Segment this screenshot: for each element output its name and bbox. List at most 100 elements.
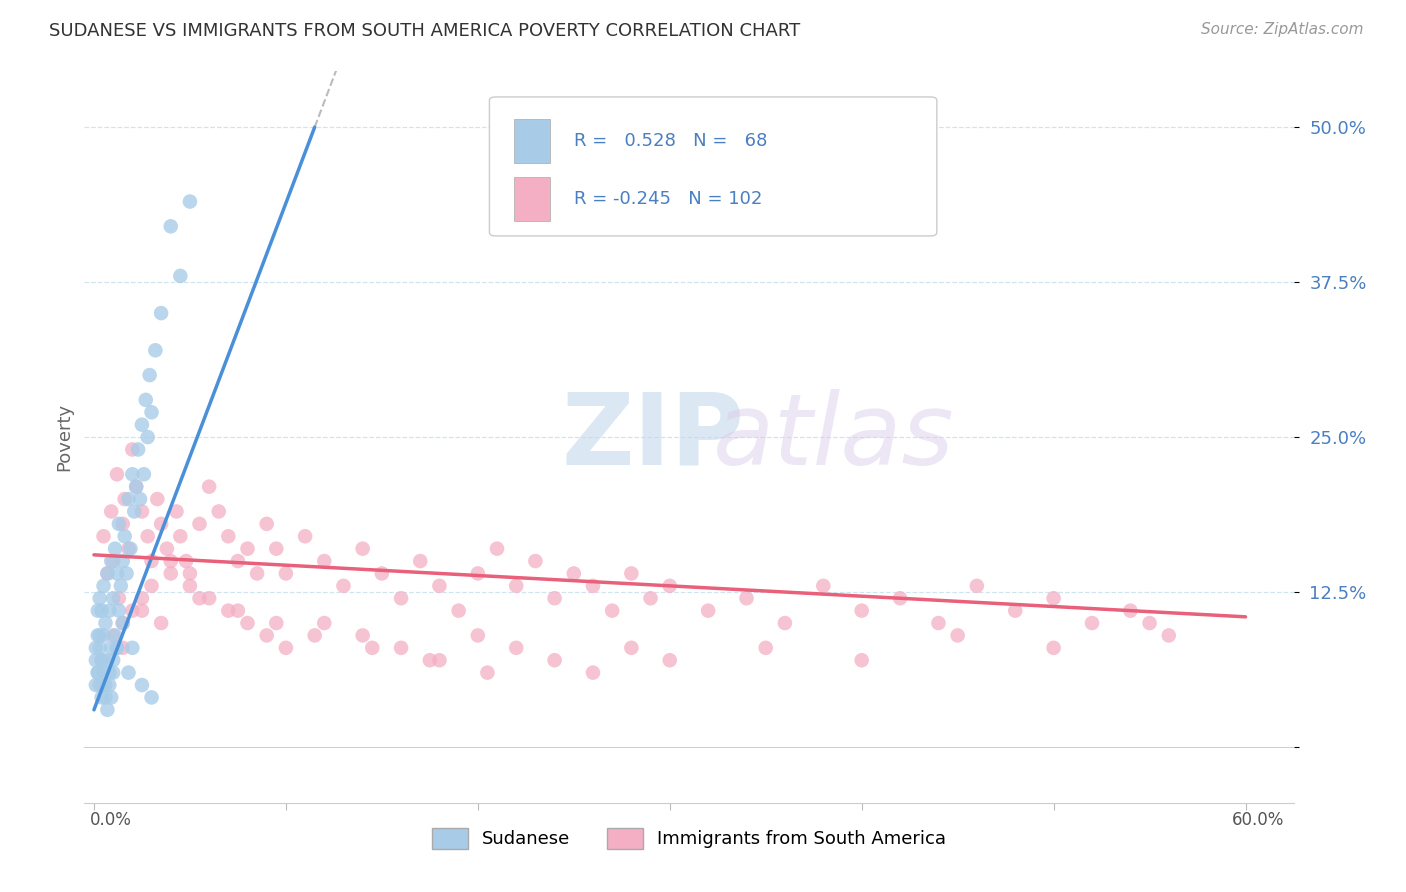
Point — [174, 554, 197, 568]
Point — [100, 690, 122, 705]
Point — [136, 430, 159, 444]
Point — [131, 678, 153, 692]
Point — [94, 615, 117, 630]
Point — [889, 591, 911, 606]
Point — [217, 604, 239, 618]
Point — [159, 219, 181, 234]
Point — [226, 604, 249, 618]
Point — [115, 566, 138, 581]
Point — [93, 665, 115, 680]
Point — [145, 343, 167, 358]
Point — [735, 591, 758, 606]
Point — [1042, 640, 1064, 655]
Point — [131, 591, 153, 606]
Point — [94, 678, 117, 692]
Point — [543, 591, 565, 606]
Point — [129, 491, 152, 506]
Point — [89, 591, 111, 606]
Point — [96, 653, 118, 667]
Point — [141, 405, 163, 419]
Point — [179, 566, 201, 581]
Point — [89, 628, 111, 642]
Text: ZIP: ZIP — [561, 389, 744, 485]
Point — [198, 480, 221, 494]
Point — [266, 541, 288, 556]
Point — [146, 491, 169, 506]
Point — [120, 541, 142, 556]
Point — [389, 591, 412, 606]
Point — [98, 665, 121, 680]
Point — [93, 529, 115, 543]
Point — [447, 604, 470, 618]
Point — [524, 554, 547, 568]
FancyBboxPatch shape — [513, 119, 550, 163]
Point — [274, 566, 297, 581]
Point — [159, 554, 181, 568]
Point — [87, 628, 110, 642]
Point — [773, 615, 796, 630]
Point — [600, 604, 623, 618]
Point — [505, 640, 527, 655]
Point — [1004, 604, 1026, 618]
Point — [110, 579, 132, 593]
Point — [198, 591, 221, 606]
Point — [169, 529, 191, 543]
Point — [314, 554, 336, 568]
Point — [125, 480, 148, 494]
Point — [90, 604, 112, 618]
Point — [620, 640, 643, 655]
Point — [246, 566, 269, 581]
Point — [90, 653, 112, 667]
Point — [851, 604, 873, 618]
Point — [84, 678, 107, 692]
Point — [96, 703, 118, 717]
Point — [94, 690, 117, 705]
Point — [98, 678, 121, 692]
Point — [121, 604, 143, 618]
Text: Source: ZipAtlas.com: Source: ZipAtlas.com — [1201, 22, 1364, 37]
Text: R = -0.245   N = 102: R = -0.245 N = 102 — [574, 190, 762, 209]
Point — [104, 541, 127, 556]
Point — [141, 554, 163, 568]
Point — [813, 579, 835, 593]
Point — [87, 665, 110, 680]
Point — [256, 516, 278, 531]
Point — [485, 541, 508, 556]
Point — [429, 653, 451, 667]
Point — [582, 665, 605, 680]
Point — [352, 628, 374, 642]
Point — [105, 467, 128, 482]
Point — [236, 615, 259, 630]
Point — [122, 504, 145, 518]
Point — [208, 504, 231, 518]
Point — [121, 640, 143, 655]
Point — [371, 566, 394, 581]
Point — [90, 653, 112, 667]
Point — [361, 640, 384, 655]
Text: R =   0.528   N =   68: R = 0.528 N = 68 — [574, 132, 768, 150]
Point — [125, 480, 148, 494]
Y-axis label: Poverty: Poverty — [55, 403, 73, 471]
Point — [620, 566, 643, 581]
Point — [121, 467, 143, 482]
Point — [179, 194, 201, 209]
Point — [141, 579, 163, 593]
Point — [429, 579, 451, 593]
Point — [159, 566, 181, 581]
Point — [96, 566, 118, 581]
Point — [111, 640, 134, 655]
Text: atlas: atlas — [713, 389, 955, 485]
Point — [217, 529, 239, 543]
Legend: Sudanese, Immigrants from South America: Sudanese, Immigrants from South America — [425, 821, 953, 856]
Point — [135, 392, 157, 407]
Point — [419, 653, 441, 667]
Point — [132, 467, 155, 482]
Point — [188, 516, 211, 531]
Point — [114, 491, 136, 506]
Point — [352, 541, 374, 556]
Point — [150, 306, 173, 320]
Point — [304, 628, 326, 642]
Point — [111, 516, 134, 531]
Point — [89, 640, 111, 655]
Text: 0.0%: 0.0% — [90, 812, 132, 830]
